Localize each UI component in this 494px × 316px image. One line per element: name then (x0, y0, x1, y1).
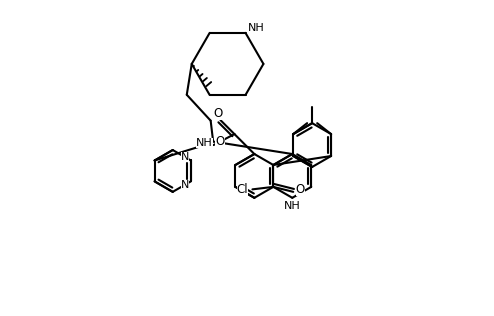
Text: O: O (215, 135, 225, 148)
Text: NH: NH (284, 201, 301, 211)
Text: N: N (181, 180, 189, 190)
Text: N: N (181, 151, 189, 161)
Text: O: O (213, 107, 222, 120)
Text: O: O (295, 183, 305, 196)
Text: NH: NH (248, 23, 265, 33)
Text: NH: NH (196, 137, 213, 148)
Text: Cl: Cl (237, 183, 248, 196)
